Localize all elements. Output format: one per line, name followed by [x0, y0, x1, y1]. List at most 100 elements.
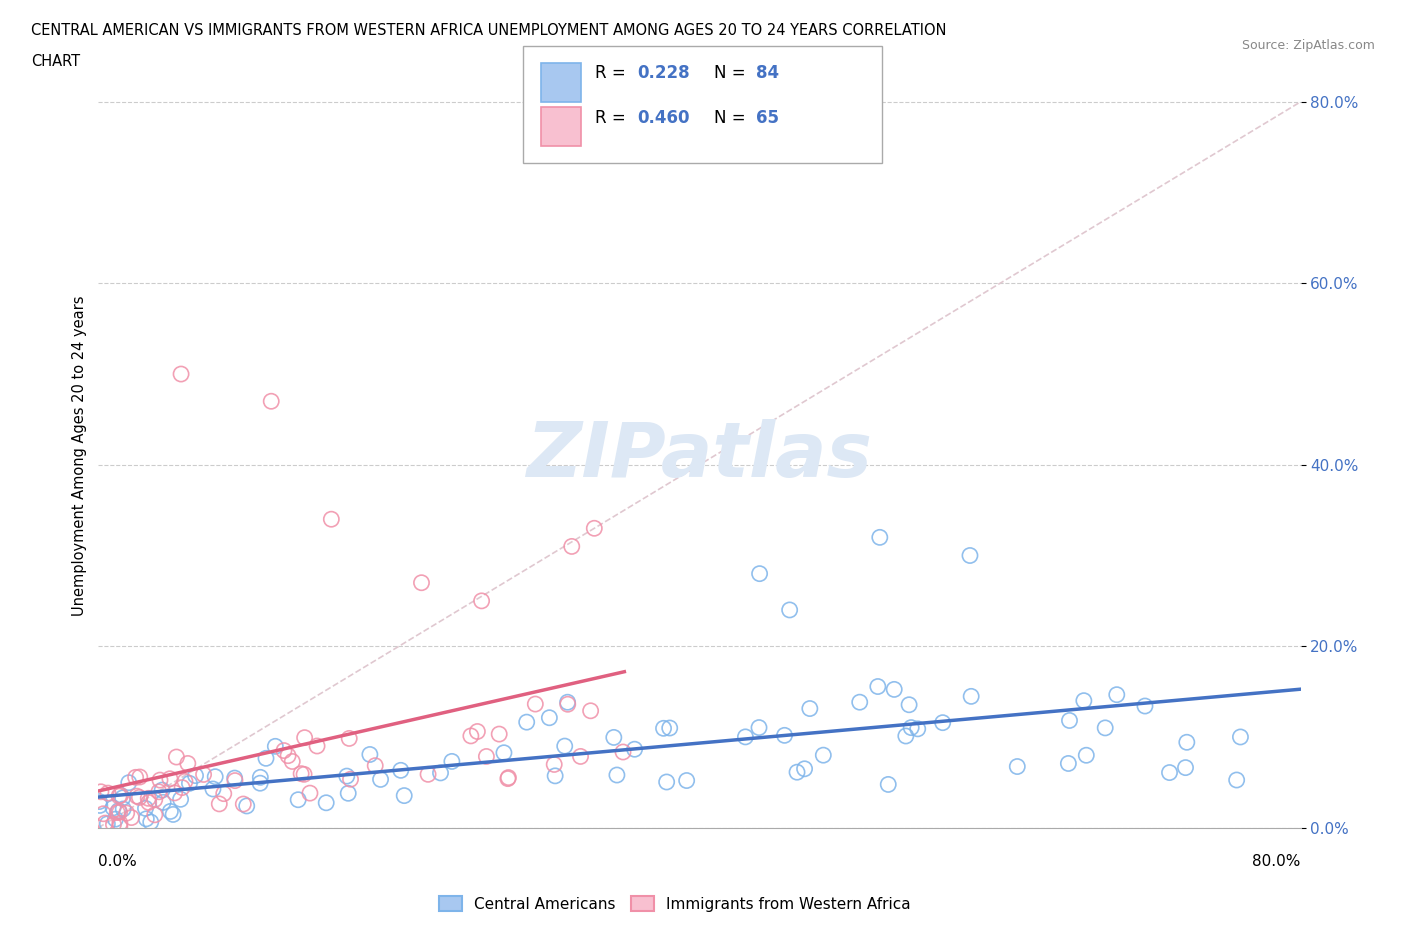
- Point: [249, 776, 271, 790]
- Point: [201, 781, 224, 796]
- Point: [440, 754, 463, 769]
- Point: [108, 818, 131, 833]
- Point: [174, 774, 197, 789]
- Point: [1175, 735, 1198, 750]
- Point: [931, 715, 953, 730]
- Point: [337, 731, 360, 746]
- Point: [298, 786, 321, 801]
- Point: [793, 762, 815, 777]
- Point: [734, 729, 756, 744]
- Text: 84: 84: [756, 64, 779, 82]
- Point: [103, 817, 125, 832]
- Point: [235, 799, 257, 814]
- Point: [467, 724, 489, 739]
- Point: [101, 801, 124, 816]
- Point: [163, 786, 186, 801]
- Point: [128, 769, 150, 784]
- Point: [779, 603, 801, 618]
- Point: [869, 530, 891, 545]
- Point: [429, 765, 451, 780]
- Point: [125, 789, 148, 804]
- Point: [392, 788, 415, 803]
- Text: ZIPatlas: ZIPatlas: [526, 418, 873, 493]
- Point: [121, 810, 143, 825]
- Point: [143, 807, 166, 822]
- Point: [96, 817, 118, 831]
- Text: R =: R =: [595, 109, 631, 126]
- Point: [108, 804, 131, 819]
- Point: [460, 728, 482, 743]
- Point: [128, 790, 150, 804]
- Point: [359, 747, 381, 762]
- Point: [799, 701, 821, 716]
- Point: [675, 773, 697, 788]
- Point: [655, 775, 678, 790]
- Point: [260, 393, 283, 408]
- Point: [416, 767, 439, 782]
- Point: [115, 805, 138, 820]
- Point: [1076, 748, 1098, 763]
- Text: Source: ZipAtlas.com: Source: ZipAtlas.com: [1241, 39, 1375, 52]
- Point: [249, 770, 271, 785]
- Point: [1133, 698, 1156, 713]
- Point: [139, 815, 162, 830]
- Text: 0.228: 0.228: [637, 64, 689, 82]
- Point: [177, 756, 200, 771]
- Point: [273, 743, 295, 758]
- Text: 80.0%: 80.0%: [1253, 854, 1301, 869]
- Point: [866, 679, 889, 694]
- Point: [900, 720, 922, 735]
- Point: [569, 749, 592, 764]
- Point: [389, 763, 412, 777]
- Point: [152, 795, 174, 810]
- Point: [204, 769, 226, 784]
- Point: [364, 758, 387, 773]
- Point: [1094, 721, 1116, 736]
- Point: [748, 566, 770, 581]
- Point: [112, 802, 135, 817]
- Point: [143, 792, 166, 807]
- Point: [136, 790, 159, 805]
- Point: [1229, 729, 1251, 744]
- Point: [1057, 756, 1080, 771]
- Point: [475, 749, 498, 764]
- Y-axis label: Unemployment Among Ages 20 to 24 years: Unemployment Among Ages 20 to 24 years: [72, 296, 87, 616]
- Point: [488, 726, 510, 741]
- Point: [898, 698, 921, 712]
- Point: [224, 771, 246, 786]
- Point: [169, 791, 191, 806]
- Point: [524, 697, 547, 711]
- Text: R =: R =: [595, 64, 631, 82]
- Point: [321, 512, 343, 526]
- Point: [579, 703, 602, 718]
- Point: [172, 780, 194, 795]
- Point: [538, 711, 561, 725]
- Point: [93, 806, 115, 821]
- Point: [104, 812, 127, 827]
- Point: [877, 777, 900, 791]
- Point: [623, 742, 645, 757]
- Point: [290, 766, 312, 781]
- Point: [606, 767, 628, 782]
- Point: [135, 811, 157, 826]
- Text: CENTRAL AMERICAN VS IMMIGRANTS FROM WESTERN AFRICA UNEMPLOYMENT AMONG AGES 20 TO: CENTRAL AMERICAN VS IMMIGRANTS FROM WEST…: [31, 23, 946, 38]
- Text: N =: N =: [714, 109, 751, 126]
- Point: [232, 797, 254, 812]
- Point: [208, 796, 231, 811]
- Point: [960, 689, 983, 704]
- Point: [370, 772, 392, 787]
- Point: [264, 739, 287, 754]
- Point: [281, 754, 304, 769]
- Point: [1073, 693, 1095, 708]
- Text: 0.460: 0.460: [637, 109, 689, 126]
- Point: [883, 682, 905, 697]
- Point: [544, 768, 567, 783]
- Point: [110, 788, 132, 803]
- Point: [111, 790, 134, 805]
- Point: [97, 786, 120, 801]
- Point: [748, 720, 770, 735]
- Point: [848, 695, 870, 710]
- Point: [94, 816, 117, 830]
- Point: [786, 764, 808, 779]
- Point: [907, 722, 929, 737]
